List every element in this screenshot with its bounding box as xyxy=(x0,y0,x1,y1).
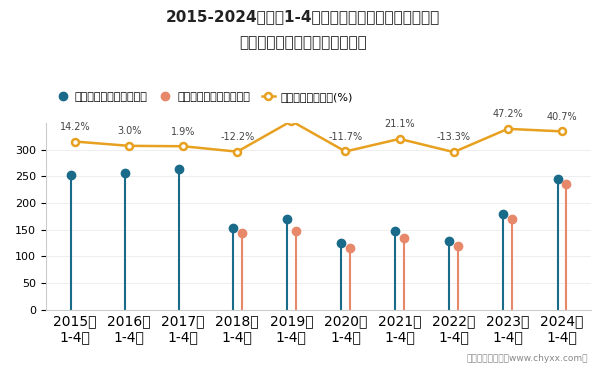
Text: 3.0%: 3.0% xyxy=(117,126,141,136)
Text: -11.7%: -11.7% xyxy=(328,132,362,142)
Text: 47.2%: 47.2% xyxy=(493,109,523,119)
Legend: 利润总额累计值（亿元）, 营业利润累计值（亿元）, 利润总额累计增长(%): 利润总额累计值（亿元）, 营业利润累计值（亿元）, 利润总额累计增长(%) xyxy=(52,87,358,106)
Text: 1.9%: 1.9% xyxy=(171,127,195,137)
Text: 40.7%: 40.7% xyxy=(547,112,577,121)
Text: 21.1%: 21.1% xyxy=(384,119,415,129)
Text: -13.3%: -13.3% xyxy=(437,132,471,142)
Text: -12.2%: -12.2% xyxy=(220,132,255,142)
Text: 14.2%: 14.2% xyxy=(59,122,90,132)
Text: 制图：智研咨询（www.chyxx.com）: 制图：智研咨询（www.chyxx.com） xyxy=(467,354,588,363)
Text: 运输设备制造业企业利润统计图: 运输设备制造业企业利润统计图 xyxy=(239,35,367,50)
Text: 67.6%: 67.6% xyxy=(0,366,1,367)
Text: 2015-2024年各年1-4月铁路、船舶、航空航天和其他: 2015-2024年各年1-4月铁路、船舶、航空航天和其他 xyxy=(166,9,440,24)
